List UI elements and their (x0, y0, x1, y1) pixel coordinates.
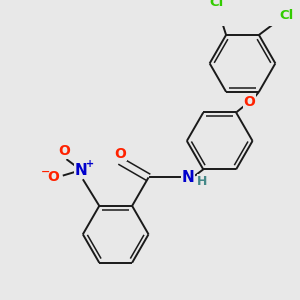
Text: Cl: Cl (210, 0, 224, 9)
Text: Cl: Cl (279, 9, 293, 22)
Text: H: H (197, 175, 208, 188)
Text: +: + (86, 159, 94, 169)
Text: O: O (48, 170, 60, 184)
Text: N: N (75, 163, 87, 178)
Text: O: O (59, 144, 70, 158)
Text: −: − (41, 167, 50, 177)
Text: N: N (182, 170, 194, 185)
Text: O: O (114, 147, 126, 161)
Text: O: O (243, 95, 255, 109)
